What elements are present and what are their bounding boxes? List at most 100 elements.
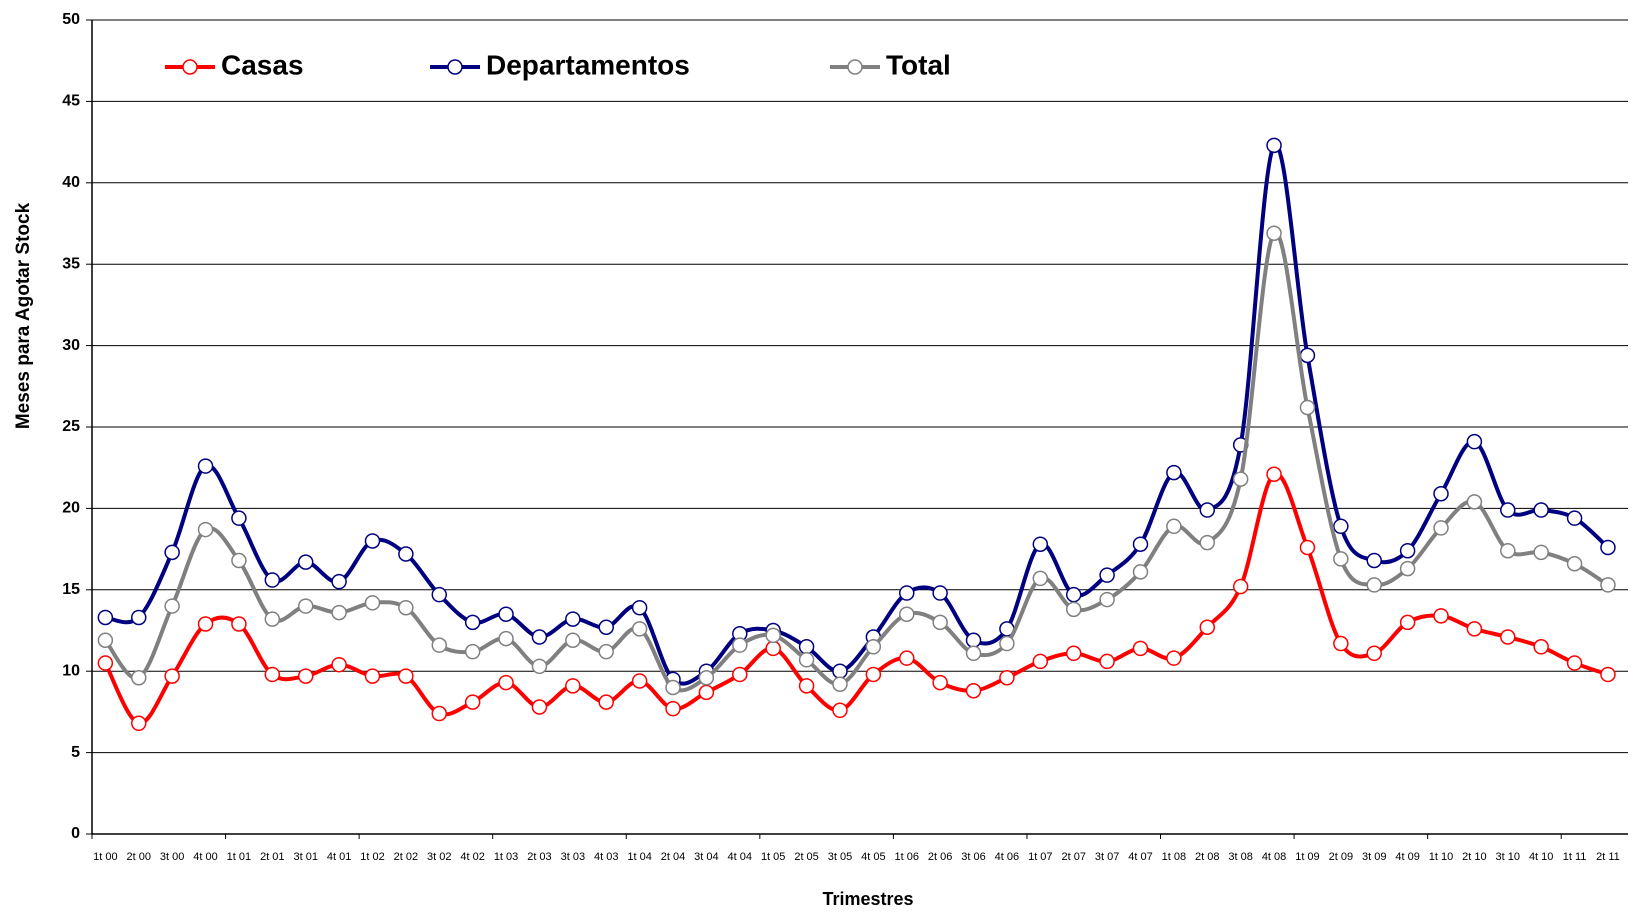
data-point (1333, 518, 1349, 535)
data-point (598, 643, 614, 660)
data-point (1399, 560, 1416, 577)
series-line (103, 471, 1609, 726)
data-point (1032, 570, 1049, 587)
x-tick-label: 4t 00 (193, 851, 217, 863)
x-tick-label: 3t 02 (427, 851, 451, 863)
data-point (164, 598, 180, 614)
data-point (865, 639, 882, 655)
data-point (1266, 225, 1282, 242)
y-tick-label: 20 (62, 500, 80, 517)
data-point (331, 573, 347, 590)
x-tick-label: 1t 01 (227, 851, 251, 863)
data-point (464, 643, 481, 660)
x-tick-label: 4t 05 (861, 851, 885, 863)
x-tick-label: 3t 07 (1095, 851, 1119, 863)
y-tick-label: 5 (71, 744, 80, 761)
data-point (97, 632, 114, 649)
data-point (1533, 639, 1549, 655)
data-point (1600, 577, 1616, 593)
x-tick-label: 4t 03 (594, 851, 618, 863)
data-point (498, 630, 514, 647)
data-point (164, 544, 180, 561)
data-point (1600, 666, 1616, 683)
x-tick-label: 3t 00 (160, 851, 184, 863)
data-point (732, 637, 748, 653)
data-point (565, 611, 581, 627)
data-point (498, 674, 514, 691)
data-point (1266, 137, 1282, 154)
data-point (1566, 510, 1583, 526)
data-point (197, 616, 214, 632)
data-point (97, 609, 114, 626)
data-point (698, 684, 715, 701)
data-point (865, 666, 882, 683)
x-tick-label: 3t 08 (1228, 851, 1252, 863)
data-point (1366, 552, 1382, 569)
data-point (1132, 536, 1149, 552)
data-point (1099, 591, 1115, 608)
x-tick-label: 2t 03 (527, 851, 551, 863)
x-tick-label: 1t 05 (761, 851, 785, 863)
x-tick-label: 2t 05 (794, 851, 818, 863)
data-point (1166, 650, 1182, 666)
x-tick-label: 2t 09 (1329, 851, 1353, 863)
data-point (231, 552, 247, 569)
data-point (798, 652, 815, 668)
x-tick-label: 3t 05 (828, 851, 852, 863)
data-point (1065, 645, 1082, 662)
data-point (531, 699, 548, 715)
data-point (1232, 578, 1249, 595)
data-point (297, 668, 314, 684)
data-point (1366, 645, 1382, 662)
data-point (531, 658, 548, 675)
data-point (498, 606, 514, 622)
y-tick-label: 40 (62, 174, 80, 191)
data-point (1533, 502, 1549, 518)
x-tick-label: 3t 03 (561, 851, 585, 863)
x-tick-label: 4t 04 (728, 851, 752, 863)
x-tick-label: 3t 04 (694, 851, 718, 863)
x-tick-label: 2t 07 (1061, 851, 1085, 863)
x-tick-label: 4t 07 (1128, 851, 1152, 863)
data-point (130, 669, 147, 686)
data-point (1232, 471, 1249, 487)
data-point (1366, 577, 1382, 593)
x-tick-label: 4t 10 (1529, 851, 1553, 863)
x-tick-label: 3t 10 (1496, 851, 1520, 863)
data-point (598, 619, 614, 635)
data-point (765, 640, 781, 657)
data-point (364, 533, 381, 549)
data-point (1500, 629, 1516, 645)
data-point (398, 546, 414, 562)
data-point (631, 673, 648, 689)
data-point (665, 700, 681, 717)
data-point (1099, 567, 1115, 583)
data-point (1166, 518, 1182, 535)
data-point (965, 645, 982, 662)
data-point (565, 632, 581, 649)
data-point (832, 663, 848, 679)
data-point (565, 678, 581, 694)
data-point (264, 611, 281, 627)
data-point (1500, 502, 1516, 518)
legend-label: Casas (221, 49, 304, 80)
data-point (1065, 586, 1082, 603)
data-point (898, 650, 915, 666)
x-tick-label: 3t 06 (961, 851, 985, 863)
data-point (598, 694, 614, 710)
x-tick-label: 1t 07 (1028, 851, 1052, 863)
y-tick-label: 15 (62, 581, 80, 598)
data-point (531, 629, 548, 645)
data-point (631, 599, 648, 616)
x-tick-label: 1t 03 (494, 851, 518, 863)
data-point (464, 694, 481, 710)
data-point (130, 715, 147, 732)
x-tick-label: 4t 01 (327, 851, 351, 863)
y-tick-label: 0 (71, 825, 80, 842)
data-point (1433, 608, 1449, 624)
legend-label: Total (886, 49, 951, 80)
y-tick-label: 25 (62, 418, 80, 435)
data-point (932, 614, 948, 631)
data-point (431, 637, 448, 653)
data-point (398, 599, 414, 616)
